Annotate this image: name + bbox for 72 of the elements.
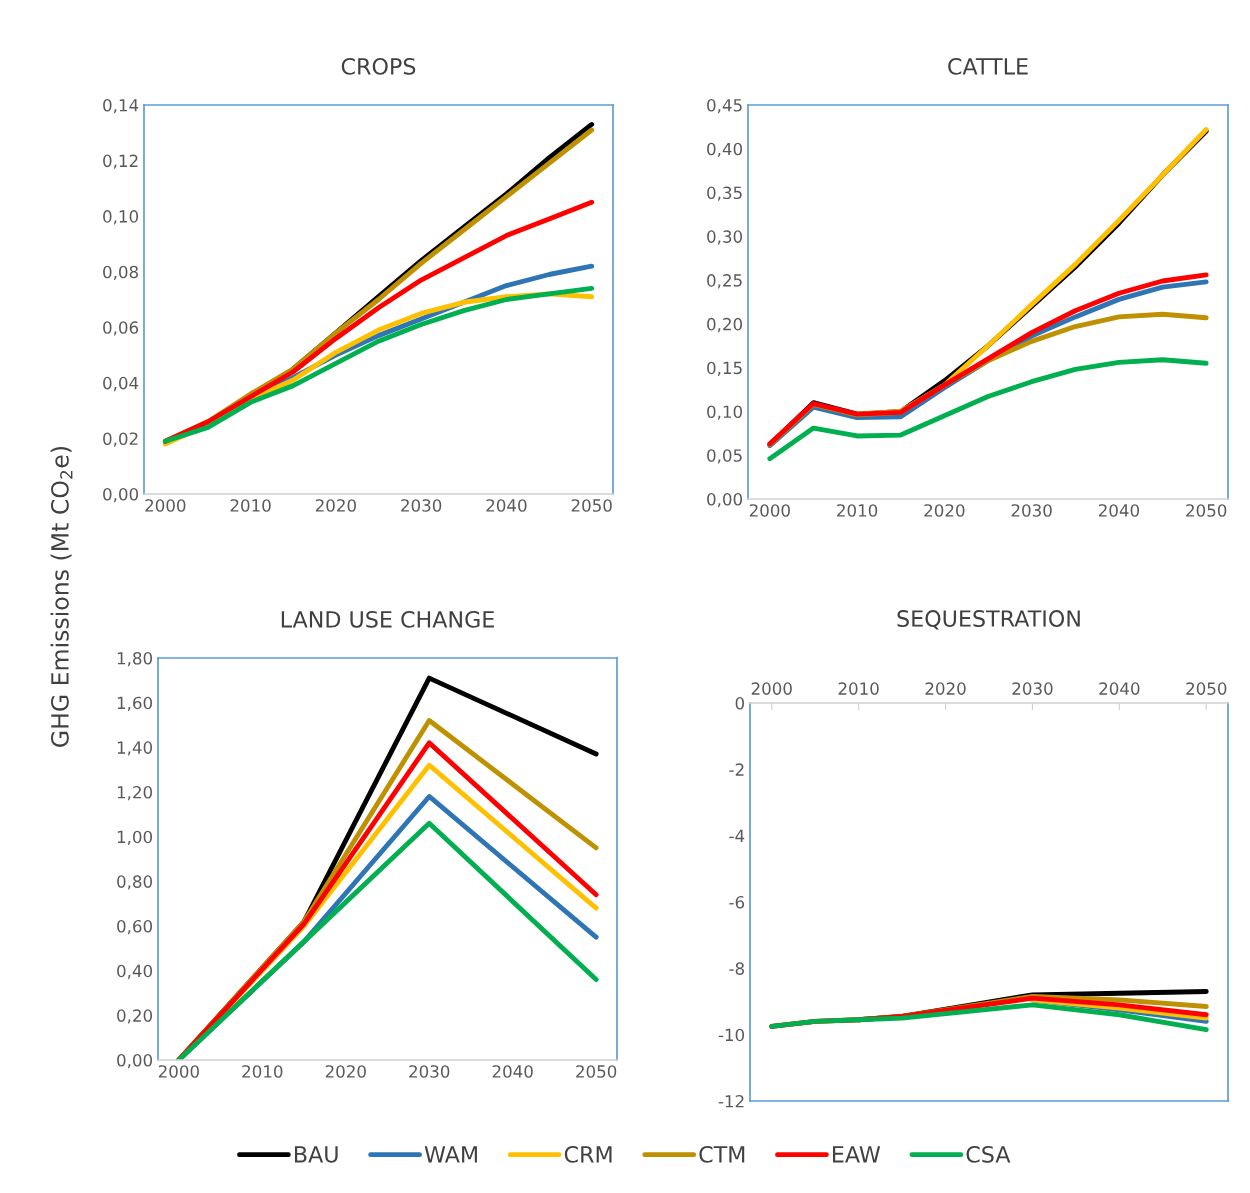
x-tick-label: 2050 [571, 499, 612, 512]
chart-title: CROPS [341, 57, 416, 75]
y-tick-label: 1,80 [117, 651, 153, 667]
y-tick-label: -4 [729, 829, 745, 842]
y-tick-label: -8 [729, 962, 744, 975]
x-tick-label: 2020 [315, 499, 356, 512]
y-tick-label: 0,25 [707, 274, 742, 289]
y-tick-label: 0,35 [707, 186, 742, 201]
y-tick-label: 0,00 [707, 492, 743, 508]
line-series [769, 1002, 1209, 1033]
x-tick-label: 2020 [325, 1065, 366, 1078]
x-tick-label: 2040 [1099, 682, 1140, 695]
x-tick-label: 2000 [749, 504, 790, 517]
y-tick-label: 0,40 [117, 964, 153, 979]
legend-label: WAM [424, 1146, 477, 1163]
x-tick-label: 2010 [837, 504, 878, 517]
x-tick-label: 2030 [1011, 504, 1052, 517]
y-tick-label: 0,45 [707, 98, 742, 114]
y-tick-label: 1,40 [117, 741, 153, 756]
x-tick-label: 2000 [145, 499, 186, 512]
y-tick-label: 0,20 [117, 1009, 153, 1024]
x-tick-label: 2000 [751, 682, 792, 695]
x-tick-label: 2030 [401, 499, 442, 512]
legend-label: CTM [699, 1145, 745, 1163]
x-tick-label: 2030 [1012, 682, 1053, 695]
x-tick-label: 2000 [158, 1065, 199, 1078]
legend-label: EAW [833, 1146, 881, 1163]
y-tick-label: 0,02 [103, 432, 138, 447]
x-tick-label: 2040 [492, 1065, 533, 1078]
y-tick-label: 0,20 [707, 317, 743, 333]
y-tick-label: -6 [729, 895, 745, 909]
y-tick-label: 0,40 [707, 142, 743, 158]
y-tick-label: -10 [718, 1028, 745, 1042]
y-tick-label: 0,12 [103, 154, 138, 169]
y-tick-label: 1,20 [117, 785, 153, 801]
x-tick-label: 2050 [1186, 504, 1227, 517]
x-tick-label: 2030 [409, 1065, 450, 1078]
chart-title: SEQUESTRATION [897, 610, 1080, 630]
y-tick-label: 0,00 [117, 1053, 153, 1069]
y-tick-label: 0,10 [707, 405, 743, 420]
chart-title: LAND USE CHANGE [281, 610, 494, 628]
x-tick-label: 2050 [576, 1065, 617, 1078]
x-tick-label: 2010 [838, 682, 879, 695]
y-tick-label: 0,08 [103, 265, 138, 280]
x-tick-label: 2020 [924, 504, 965, 517]
y-axis-title: GHG Emissions (Mt CO$_{2}$e) [50, 446, 73, 747]
x-tick-label: 2010 [230, 499, 271, 512]
y-tick-label: 0,80 [117, 875, 153, 890]
legend-label: CSA [966, 1145, 1011, 1163]
y-tick-label: 0,30 [707, 230, 743, 245]
y-tick-label: 0,05 [707, 449, 742, 464]
y-tick-label: 0 [735, 696, 745, 710]
line-series [767, 357, 1209, 462]
x-tick-label: 2010 [242, 1065, 283, 1078]
x-tick-label: 2020 [925, 682, 966, 695]
y-tick-label: 0,15 [707, 361, 742, 376]
x-tick-label: 2050 [1186, 682, 1227, 695]
x-tick-label: 2040 [1098, 504, 1140, 517]
y-tick-label: 1,00 [117, 830, 153, 845]
y-tick-label: -2 [729, 763, 744, 776]
y-tick-label: 0,00 [103, 487, 139, 503]
y-tick-label: 0,04 [103, 376, 139, 392]
chart-title: CATTLE [948, 57, 1028, 75]
y-tick-label: 1,60 [117, 696, 153, 711]
y-tick-label: 0,14 [103, 98, 139, 114]
y-tick-label: 0,06 [103, 321, 139, 336]
y-tick-label: 0,10 [103, 210, 139, 225]
y-tick-label: -12 [718, 1094, 744, 1108]
legend-label: BAU [295, 1146, 338, 1163]
x-tick-label: 2040 [486, 499, 527, 512]
y-tick-label: 0,60 [117, 919, 153, 935]
legend-label: CRM [564, 1145, 612, 1163]
